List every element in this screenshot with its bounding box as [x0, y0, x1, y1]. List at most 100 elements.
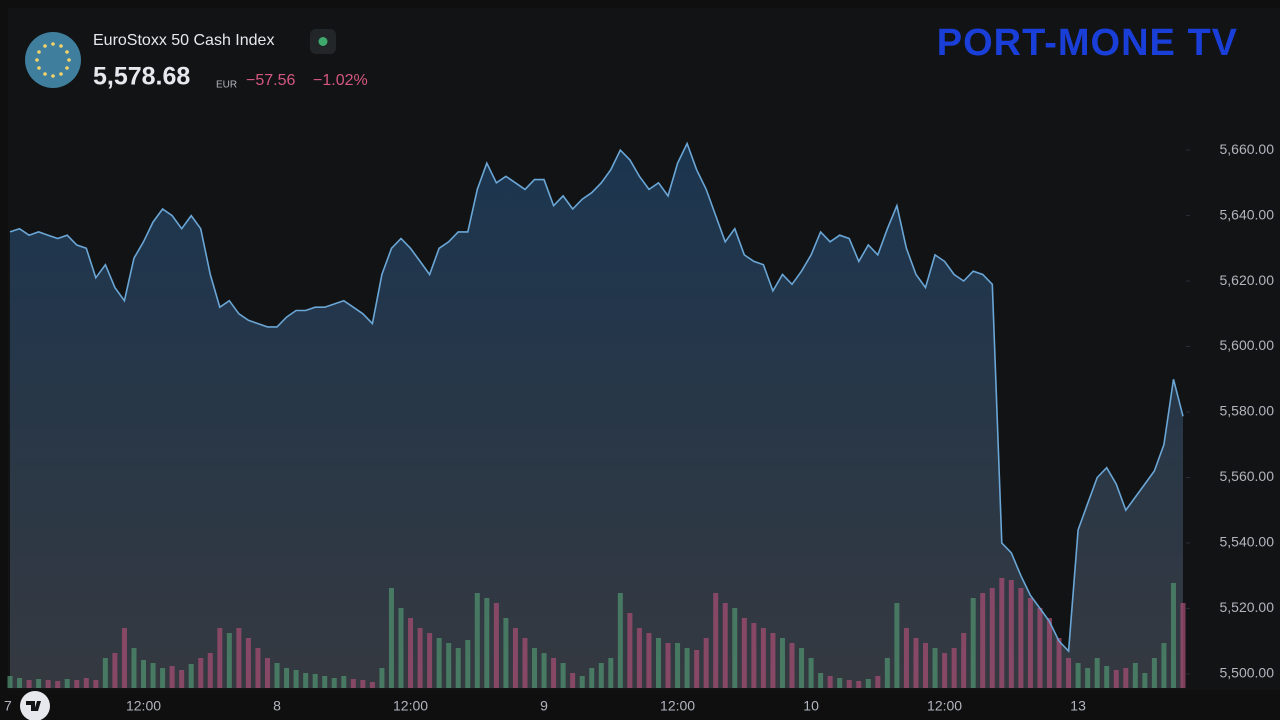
volume-bar: [1180, 603, 1186, 688]
brand-logo: PORT-MONE TV: [937, 22, 1238, 64]
y-tick-label: 5,520.00: [1220, 599, 1275, 615]
volume-bar: [932, 648, 938, 688]
volume-bar: [198, 658, 204, 688]
volume-bar: [484, 598, 490, 688]
volume-bar: [1008, 580, 1014, 688]
volume-bar: [331, 678, 337, 688]
volume-bar: [36, 679, 42, 688]
volume-bar: [341, 676, 347, 688]
volume-bar: [284, 668, 290, 688]
volume-bar: [951, 648, 957, 688]
volume-bar: [970, 598, 976, 688]
volume-bar: [589, 668, 595, 688]
volume-bar: [83, 678, 89, 688]
x-tick-label: 12:00: [393, 698, 428, 714]
symbol-logo: [25, 32, 81, 88]
volume-bar: [751, 623, 757, 688]
volume-bar: [894, 603, 900, 688]
volume-bar: [856, 681, 862, 688]
volume-bar: [522, 638, 528, 688]
volume-bar: [427, 633, 433, 688]
volume-bar: [417, 628, 423, 688]
volume-bar: [846, 680, 852, 688]
volume-bar: [532, 648, 538, 688]
volume-bar: [1056, 638, 1062, 688]
volume-bar: [379, 668, 385, 688]
x-tick-label: 12:00: [126, 698, 161, 714]
volume-bar: [188, 664, 194, 688]
volume-bar: [636, 628, 642, 688]
volume-bar: [293, 670, 299, 688]
volume-bar: [350, 679, 356, 688]
volume-bar: [26, 680, 32, 688]
volume-bar: [923, 643, 929, 688]
volume-bar: [837, 678, 843, 688]
x-tick-label: 8: [273, 698, 281, 714]
volume-bar: [160, 668, 166, 688]
status-dot: [318, 37, 328, 46]
currency: EUR: [216, 80, 237, 91]
volume-bar: [112, 653, 118, 688]
volume-bar: [408, 618, 414, 688]
volume-bar: [226, 633, 232, 688]
volume-bar: [7, 676, 13, 688]
volume-bar: [150, 663, 156, 688]
y-tick-label: 5,580.00: [1220, 403, 1275, 419]
volume-bar: [675, 643, 681, 688]
volume-bar: [1123, 668, 1129, 688]
volume-bar: [245, 638, 251, 688]
volume-bar: [703, 638, 709, 688]
y-tick-label: 5,500.00: [1220, 665, 1275, 681]
price-area: [10, 143, 1183, 688]
volume-bar: [665, 643, 671, 688]
volume-bar: [903, 628, 909, 688]
volume-bar: [474, 593, 480, 688]
x-tick-label: 12:00: [927, 698, 962, 714]
volume-bar: [770, 633, 776, 688]
volume-bar: [999, 578, 1005, 688]
volume-bar: [131, 648, 137, 688]
volume-bar: [436, 638, 442, 688]
volume-bar: [655, 638, 661, 688]
volume-bar: [369, 682, 375, 688]
volume-bar: [1085, 668, 1091, 688]
y-tick-label: 5,600.00: [1220, 337, 1275, 353]
volume-bar: [961, 633, 967, 688]
volume-bar: [1132, 663, 1138, 688]
x-tick-label: 12:00: [660, 698, 695, 714]
volume-bar: [274, 663, 280, 688]
y-tick-label: 5,560.00: [1220, 468, 1275, 484]
volume-bar: [598, 663, 604, 688]
chart-title: EuroStoxx 50 Cash Index: [93, 32, 274, 49]
volume-bar: [360, 680, 366, 688]
volume-bar: [560, 663, 566, 688]
price-line: [9, 141, 1184, 653]
volume-bar: [1104, 666, 1110, 688]
volume-bar: [818, 673, 824, 688]
volume-bar: [684, 648, 690, 688]
volume-bar: [255, 648, 261, 688]
volume-bar: [694, 650, 700, 688]
volume-bar: [102, 658, 108, 688]
volume-bar: [827, 676, 833, 688]
plot-area: 5,500.00 5,520.00 5,540.00 5,560.00 5,580.00…: [4, 141, 1274, 714]
volume-bar: [303, 673, 309, 688]
y-tick-label: 5,620.00: [1220, 272, 1275, 288]
volume-bar: [980, 593, 986, 688]
x-tick-label: 9: [540, 698, 548, 714]
volume-bar: [217, 628, 223, 688]
change-percent: −1.02%: [313, 72, 368, 89]
x-tick-label: 13: [1070, 698, 1086, 714]
volume-bar: [741, 618, 747, 688]
volume-bar: [789, 643, 795, 688]
volume-bar: [169, 666, 175, 688]
volume-bar: [1046, 618, 1052, 688]
volume-bar: [989, 588, 995, 688]
volume-bar: [1075, 663, 1081, 688]
volume-bar: [446, 643, 452, 688]
volume-bar: [503, 618, 509, 688]
volume-bar: [141, 660, 147, 688]
x-tick-label: 10: [803, 698, 819, 714]
volume-bar: [388, 588, 394, 688]
